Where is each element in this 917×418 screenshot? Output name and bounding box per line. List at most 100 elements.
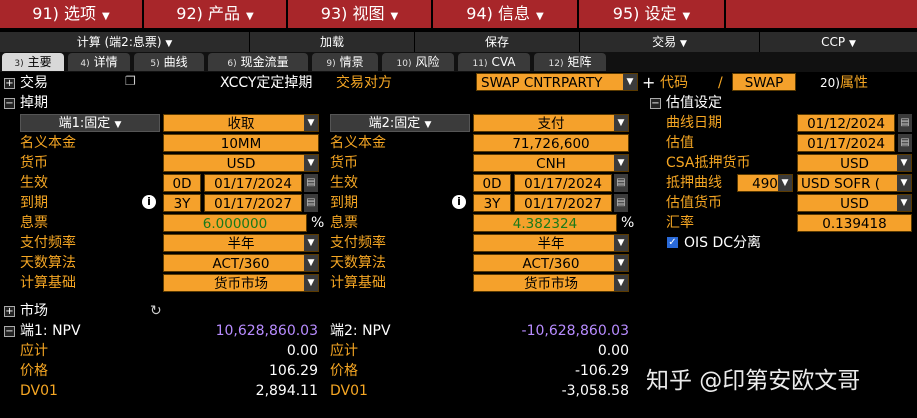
tab-scenario[interactable]: 9) 情景 bbox=[312, 53, 378, 71]
leg1-dv01: 2,894.11 bbox=[255, 383, 318, 399]
plus-icon[interactable]: + bbox=[642, 73, 656, 92]
attr-link[interactable]: 属性 bbox=[840, 75, 868, 91]
leg1-header[interactable]: 端1:固定 ▼ bbox=[20, 114, 160, 132]
calc-button[interactable]: 计算 (端2:息票) ▼ bbox=[0, 32, 250, 52]
leg2-notional[interactable]: 71,726,600 bbox=[473, 134, 629, 152]
tab-details[interactable]: 4) 详情 bbox=[68, 53, 130, 71]
leg1-effective-date[interactable]: 01/17/2024 bbox=[204, 174, 302, 192]
csa-ccy[interactable]: USD ▼ bbox=[797, 154, 912, 172]
leg1-maturity-tenor[interactable]: 3Y bbox=[163, 194, 201, 212]
leg1-calc-basis[interactable]: 货币市场 ▼ bbox=[163, 274, 319, 292]
leg2-maturity-tenor[interactable]: 3Y bbox=[473, 194, 511, 212]
leg1-maturity-label: 到期 bbox=[20, 195, 48, 211]
dropdown-arrow-icon: ▼ bbox=[778, 175, 792, 191]
leg2-calc-basis[interactable]: 货币市场 ▼ bbox=[473, 274, 629, 292]
valuation-date[interactable]: 01/17/2024 bbox=[797, 134, 895, 152]
toolbar bbox=[0, 32, 917, 52]
copy-icon[interactable]: ❐ bbox=[125, 74, 136, 88]
tab-cva[interactable]: 11) CVA bbox=[458, 53, 530, 71]
tab-cashflow[interactable]: 6) 现金流量 bbox=[208, 53, 308, 71]
leg1-effective-label: 生效 bbox=[20, 175, 48, 191]
leg1-notional[interactable]: 10MM bbox=[163, 134, 319, 152]
tab-matrix[interactable]: 12) 矩阵 bbox=[534, 53, 606, 71]
leg2-header[interactable]: 端2:固定 ▼ bbox=[330, 114, 470, 132]
dropdown-arrow-icon: ▼ bbox=[614, 255, 628, 271]
tab-risk[interactable]: 10) 风险 bbox=[382, 53, 454, 71]
market-title: 市场 bbox=[20, 303, 48, 319]
leg2-npv: -10,628,860.03 bbox=[521, 323, 629, 339]
ccp-button[interactable]: CCP ▼ bbox=[821, 35, 856, 49]
counterparty-field[interactable]: SWAP CNTRPARTY ▼ bbox=[476, 73, 638, 91]
leg1-currency[interactable]: USD ▼ bbox=[163, 154, 319, 172]
leg1-notional-label: 名义本金 bbox=[20, 135, 76, 151]
swap-section-title: 掉期 bbox=[20, 95, 48, 111]
leg1-direction[interactable]: 收取 ▼ bbox=[163, 114, 319, 132]
save-button[interactable]: 保存 bbox=[415, 32, 580, 52]
tab-main[interactable]: 3) 主要 bbox=[2, 53, 64, 71]
curve-date[interactable]: 01/12/2024 bbox=[797, 114, 895, 132]
leg2-direction[interactable]: 支付 ▼ bbox=[473, 114, 629, 132]
leg1-calcbasis-label: 计算基础 bbox=[20, 275, 76, 291]
leg2-coupon[interactable]: 4.382324 bbox=[473, 214, 617, 232]
calendar-icon[interactable]: ▤ bbox=[898, 134, 912, 152]
leg2-currency[interactable]: CNH ▼ bbox=[473, 154, 629, 172]
leg1-effective-days[interactable]: 0D bbox=[163, 174, 201, 192]
ois-checkbox-icon[interactable]: ✓ bbox=[667, 237, 678, 248]
info-icon[interactable]: i bbox=[142, 195, 156, 209]
leg1-frequency[interactable]: 半年 ▼ bbox=[163, 234, 319, 252]
leg2-accrued: 0.00 bbox=[597, 343, 629, 359]
leg1-coupon[interactable]: 6.000000 bbox=[163, 214, 307, 232]
calendar-icon[interactable]: ▤ bbox=[304, 194, 318, 212]
menu-options[interactable]: 91) 选项 ▼ bbox=[0, 0, 144, 28]
leg1-pct: % bbox=[311, 215, 325, 231]
collateral-curve-num[interactable]: 490 ▼ bbox=[737, 174, 793, 192]
trade-button[interactable]: 交易 ▼ bbox=[580, 32, 760, 52]
menu-settings[interactable]: 95) 设定 ▼ bbox=[579, 0, 726, 28]
leg2-calcbasis-label: 计算基础 bbox=[330, 275, 386, 291]
collapse-icon[interactable]: − bbox=[650, 98, 661, 109]
dropdown-arrow-icon: ▼ bbox=[246, 11, 254, 22]
leg2-daycount-label: 天数算法 bbox=[330, 255, 386, 271]
dropdown-arrow-icon: ▼ bbox=[897, 175, 911, 191]
menu-products[interactable]: 92) 产品 ▼ bbox=[144, 0, 288, 28]
collapse-icon[interactable]: − bbox=[4, 98, 15, 109]
menu-info[interactable]: 94) 信息 ▼ bbox=[433, 0, 579, 28]
leg2-effective-date[interactable]: 01/17/2024 bbox=[514, 174, 612, 192]
leg2-notional-label: 名义本金 bbox=[330, 135, 386, 151]
dropdown-arrow-icon: ▼ bbox=[304, 115, 318, 131]
leg2-dv01-label: DV01 bbox=[330, 383, 368, 399]
leg2-frequency[interactable]: 半年 ▼ bbox=[473, 234, 629, 252]
leg1-price-label: 价格 bbox=[20, 363, 48, 379]
code-field[interactable]: SWAP bbox=[732, 73, 796, 91]
dropdown-arrow-icon: ▼ bbox=[536, 11, 544, 22]
fx-rate[interactable]: 0.139418 bbox=[797, 214, 912, 232]
dropdown-arrow-icon: ▼ bbox=[897, 155, 911, 171]
calendar-icon[interactable]: ▤ bbox=[898, 114, 912, 132]
menu-view[interactable]: 93) 视图 ▼ bbox=[288, 0, 433, 28]
menu-bar-filler bbox=[726, 0, 917, 28]
load-button[interactable]: 加载 bbox=[250, 32, 415, 52]
info-icon[interactable]: i bbox=[452, 195, 466, 209]
collapse-icon[interactable]: − bbox=[4, 326, 15, 337]
leg1-daycount[interactable]: ACT/360 ▼ bbox=[163, 254, 319, 272]
calendar-icon[interactable]: ▤ bbox=[614, 174, 628, 192]
valuation-title: 估值设定 bbox=[666, 95, 722, 111]
leg2-effective-label: 生效 bbox=[330, 175, 358, 191]
leg2-daycount[interactable]: ACT/360 ▼ bbox=[473, 254, 629, 272]
val-ccy[interactable]: USD ▼ bbox=[797, 194, 912, 212]
expand-icon[interactable]: + bbox=[4, 306, 15, 317]
collateral-curve[interactable]: USD SOFR (▼ bbox=[797, 174, 912, 192]
refresh-icon[interactable]: ↻ bbox=[150, 303, 162, 319]
tab-curve[interactable]: 5) 曲线 bbox=[134, 53, 204, 71]
calendar-icon[interactable]: ▤ bbox=[614, 194, 628, 212]
leg2-effective-days[interactable]: 0D bbox=[473, 174, 511, 192]
code-separator: / bbox=[718, 75, 723, 91]
dropdown-arrow-icon: ▼ bbox=[682, 11, 691, 22]
valuation-date-label: 估值 bbox=[666, 135, 694, 151]
leg2-maturity-label: 到期 bbox=[330, 195, 358, 211]
leg2-maturity-date[interactable]: 01/17/2027 bbox=[514, 194, 612, 212]
leg1-maturity-date[interactable]: 01/17/2027 bbox=[204, 194, 302, 212]
expand-icon[interactable]: + bbox=[4, 78, 15, 89]
calendar-icon[interactable]: ▤ bbox=[304, 174, 318, 192]
leg2-coupon-label: 息票 bbox=[330, 215, 358, 231]
